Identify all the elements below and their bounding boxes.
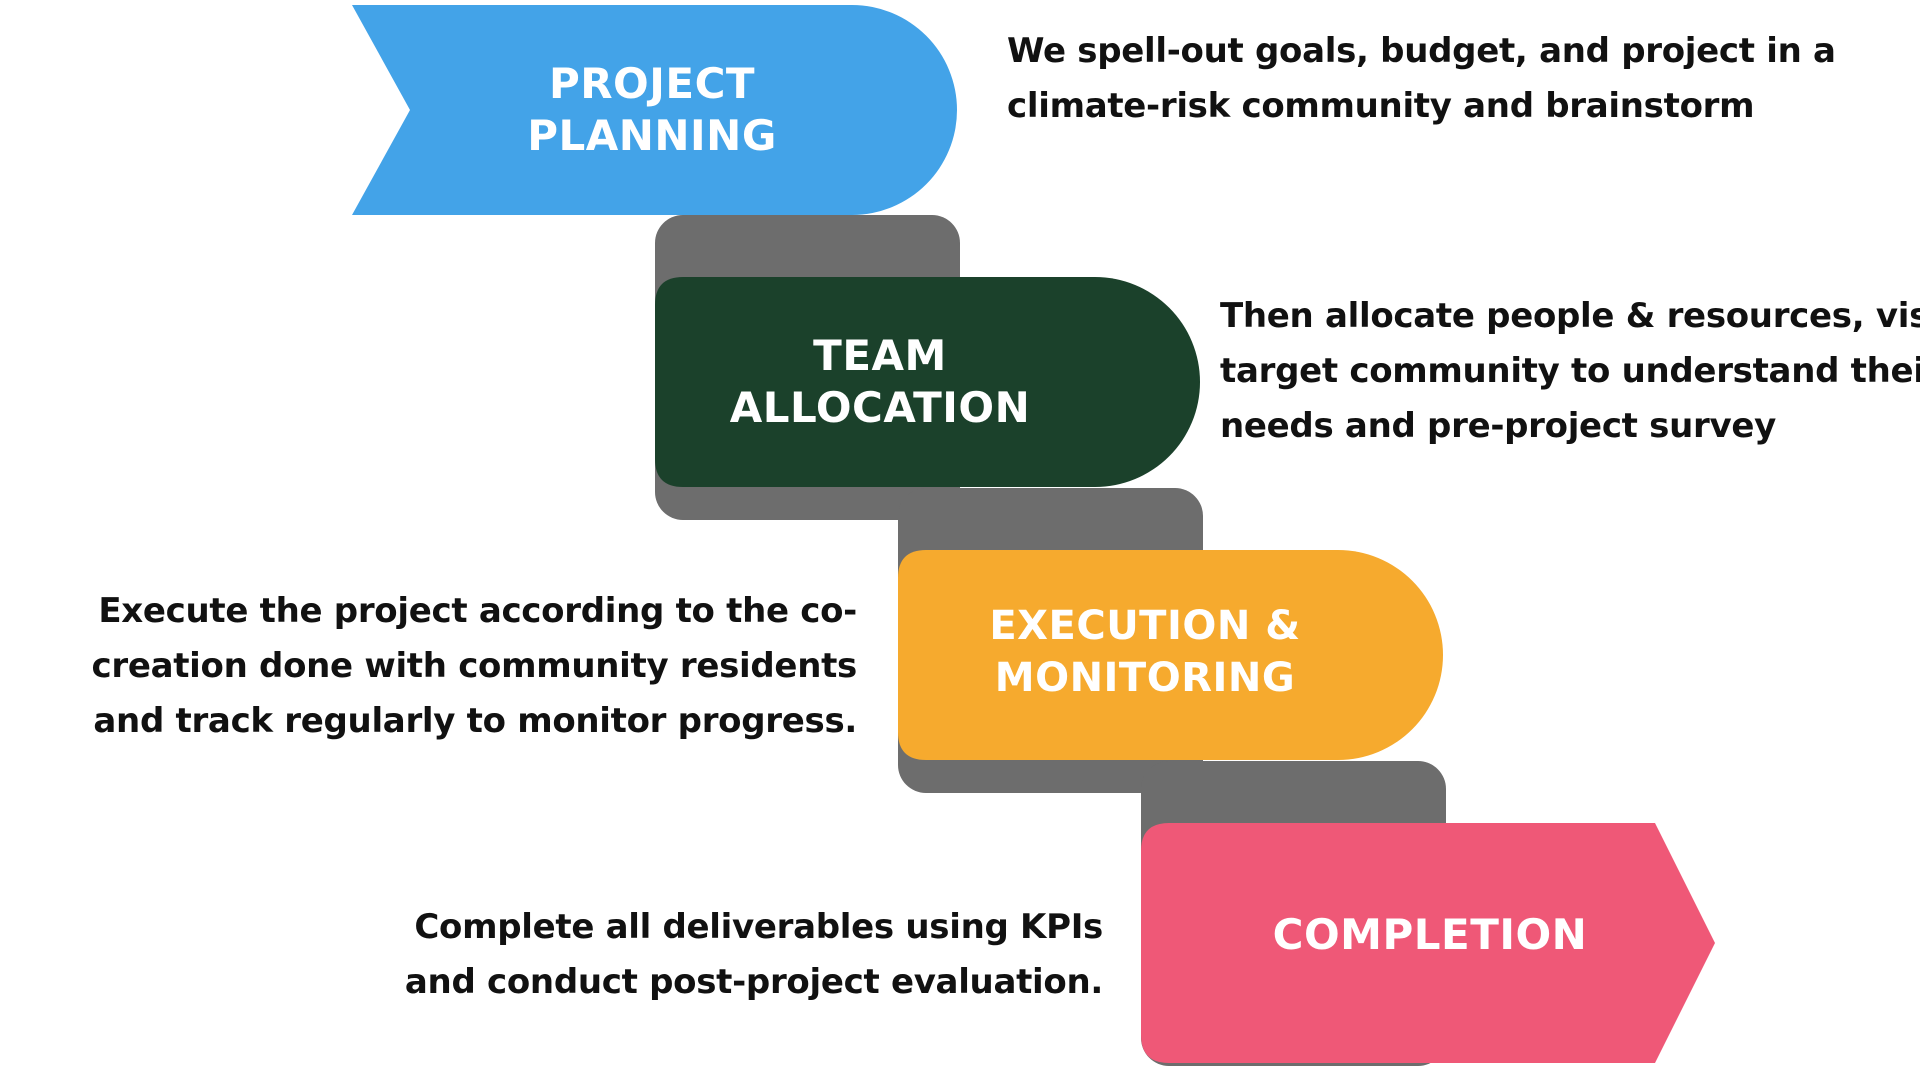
- step-shape-execution: [898, 550, 1443, 760]
- desc-line: Execute the project according to the co-: [98, 591, 857, 631]
- desc-line: We spell-out goals, budget, and project …: [1007, 31, 1836, 71]
- step-shape-planning: [352, 5, 957, 215]
- step-desc-allocation: Then allocate people & resources, visit …: [1220, 289, 1920, 454]
- step-title-line: ALLOCATION: [729, 383, 1031, 432]
- desc-line: Complete all deliverables using KPIs: [414, 907, 1103, 947]
- step-desc-completion: Complete all deliverables using KPIs and…: [405, 900, 1103, 1010]
- step-shape-completion: [1141, 823, 1715, 1063]
- step-shape-allocation: [655, 277, 1200, 487]
- step-title-line: EXECUTION &: [989, 603, 1301, 649]
- desc-line: and track regularly to monitor progress.: [93, 701, 857, 741]
- step-title-line: MONITORING: [994, 655, 1296, 701]
- step-title-line: PROJECT: [548, 59, 756, 108]
- desc-line: and conduct post-project evaluation.: [404, 962, 1103, 1002]
- desc-line: climate-risk community and brainstorm: [1007, 86, 1755, 126]
- step-title-allocation: TEAM ALLOCATION: [680, 330, 1080, 434]
- step-title-execution: EXECUTION & MONITORING: [935, 600, 1355, 704]
- step-desc-planning: We spell-out goals, budget, and project …: [1007, 24, 1836, 134]
- step-title-line: TEAM: [813, 331, 947, 380]
- step-title-line: PLANNING: [527, 111, 777, 160]
- desc-line: Then allocate people & resources, visit: [1220, 296, 1920, 336]
- step-title-line: COMPLETION: [1272, 910, 1588, 959]
- step-title-completion: COMPLETION: [1220, 909, 1640, 961]
- desc-line: target community to understand their: [1220, 351, 1920, 391]
- desc-line: creation done with community residents: [91, 646, 858, 686]
- desc-line: needs and pre-project survey: [1220, 406, 1776, 446]
- step-title-planning: PROJECT PLANNING: [482, 58, 822, 162]
- step-desc-execution: Execute the project according to the co-…: [92, 584, 858, 749]
